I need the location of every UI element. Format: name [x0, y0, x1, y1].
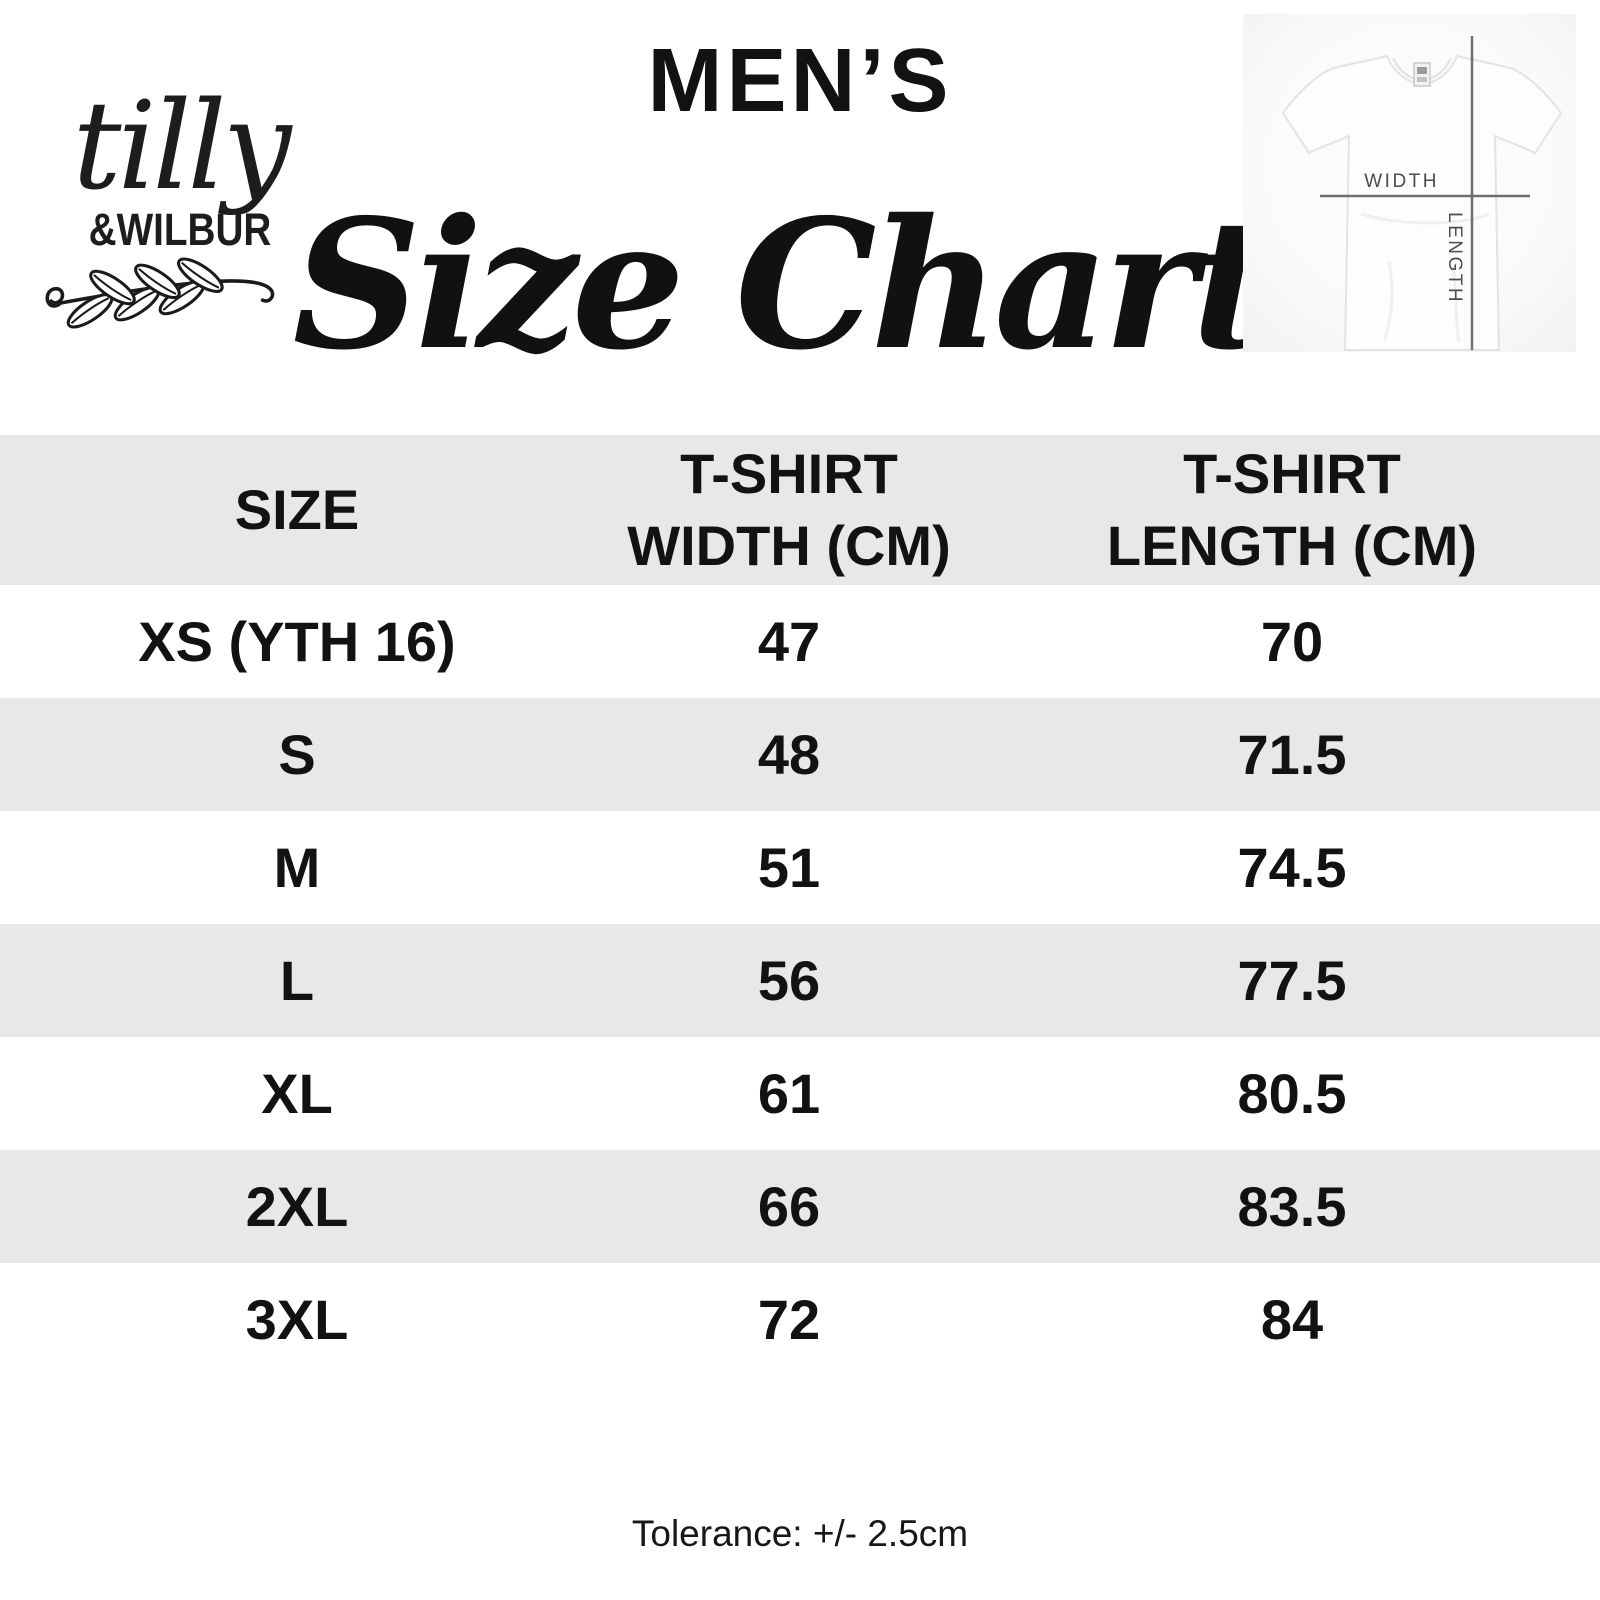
column-header-size: SIZE — [234, 478, 360, 542]
column-header-length: T-SHIRT LENGTH (CM) — [1106, 442, 1478, 577]
table-row: XS (YTH 16) 47 70 — [0, 585, 1600, 698]
width-cell: 56 — [757, 948, 821, 1012]
size-cell: 3XL — [245, 1287, 349, 1351]
length-label: LENGTH — [1444, 212, 1465, 304]
length-cell: 83.5 — [1237, 1174, 1347, 1238]
length-cell: 80.5 — [1237, 1061, 1347, 1125]
length-cell: 74.5 — [1237, 835, 1347, 899]
neck-label — [1413, 62, 1431, 87]
size-cell: 2XL — [245, 1174, 349, 1238]
size-table: SIZE T-SHIRT WIDTH (CM) T-SHIRT LENGTH (… — [0, 435, 1600, 1376]
width-cell: 66 — [757, 1174, 821, 1238]
width-cell: 47 — [757, 609, 821, 673]
table-row: XL 61 80.5 — [0, 1037, 1600, 1150]
length-cell: 84 — [1260, 1287, 1324, 1351]
size-cell: M — [273, 835, 321, 899]
size-cell: XL — [261, 1061, 333, 1125]
length-cell: 70 — [1260, 609, 1324, 673]
tolerance-note: Tolerance: +/- 2.5cm — [631, 1513, 969, 1554]
table-row: M 51 74.5 — [0, 811, 1600, 924]
size-cell: S — [278, 722, 316, 786]
width-cell: 72 — [757, 1287, 821, 1351]
length-cell: 77.5 — [1237, 948, 1347, 1012]
length-cell: 71.5 — [1237, 722, 1347, 786]
brand-name-script: tilly — [72, 75, 291, 217]
table-header-row: SIZE T-SHIRT WIDTH (CM) T-SHIRT LENGTH (… — [0, 435, 1600, 585]
laurel-branch-icon — [45, 257, 275, 329]
column-header-width: T-SHIRT WIDTH (CM) — [627, 442, 951, 577]
tshirt-icon: WIDTH LENGTH — [1281, 36, 1563, 351]
page-title: Size Chart — [292, 180, 1274, 389]
tshirt-measurement-photo: WIDTH LENGTH — [1243, 14, 1576, 352]
table-body: XS (YTH 16) 47 70 S 48 71.5 M 51 74.5 L … — [0, 585, 1600, 1376]
size-cell: XS (YTH 16) — [138, 609, 456, 673]
table-row: 3XL 72 84 — [0, 1263, 1600, 1376]
brand-logo: tilly &WILBUR — [45, 85, 315, 335]
table-row: 2XL 66 83.5 — [0, 1150, 1600, 1263]
size-cell: L — [279, 948, 315, 1012]
table-row: L 56 77.5 — [0, 924, 1600, 1037]
table-row: S 48 71.5 — [0, 698, 1600, 811]
width-cell: 51 — [757, 835, 821, 899]
width-label: WIDTH — [1364, 171, 1439, 192]
width-cell: 48 — [757, 722, 821, 786]
width-cell: 61 — [757, 1061, 821, 1125]
category-heading: MEN’S — [647, 31, 953, 131]
brand-name-caps: &WILBUR — [88, 204, 272, 255]
